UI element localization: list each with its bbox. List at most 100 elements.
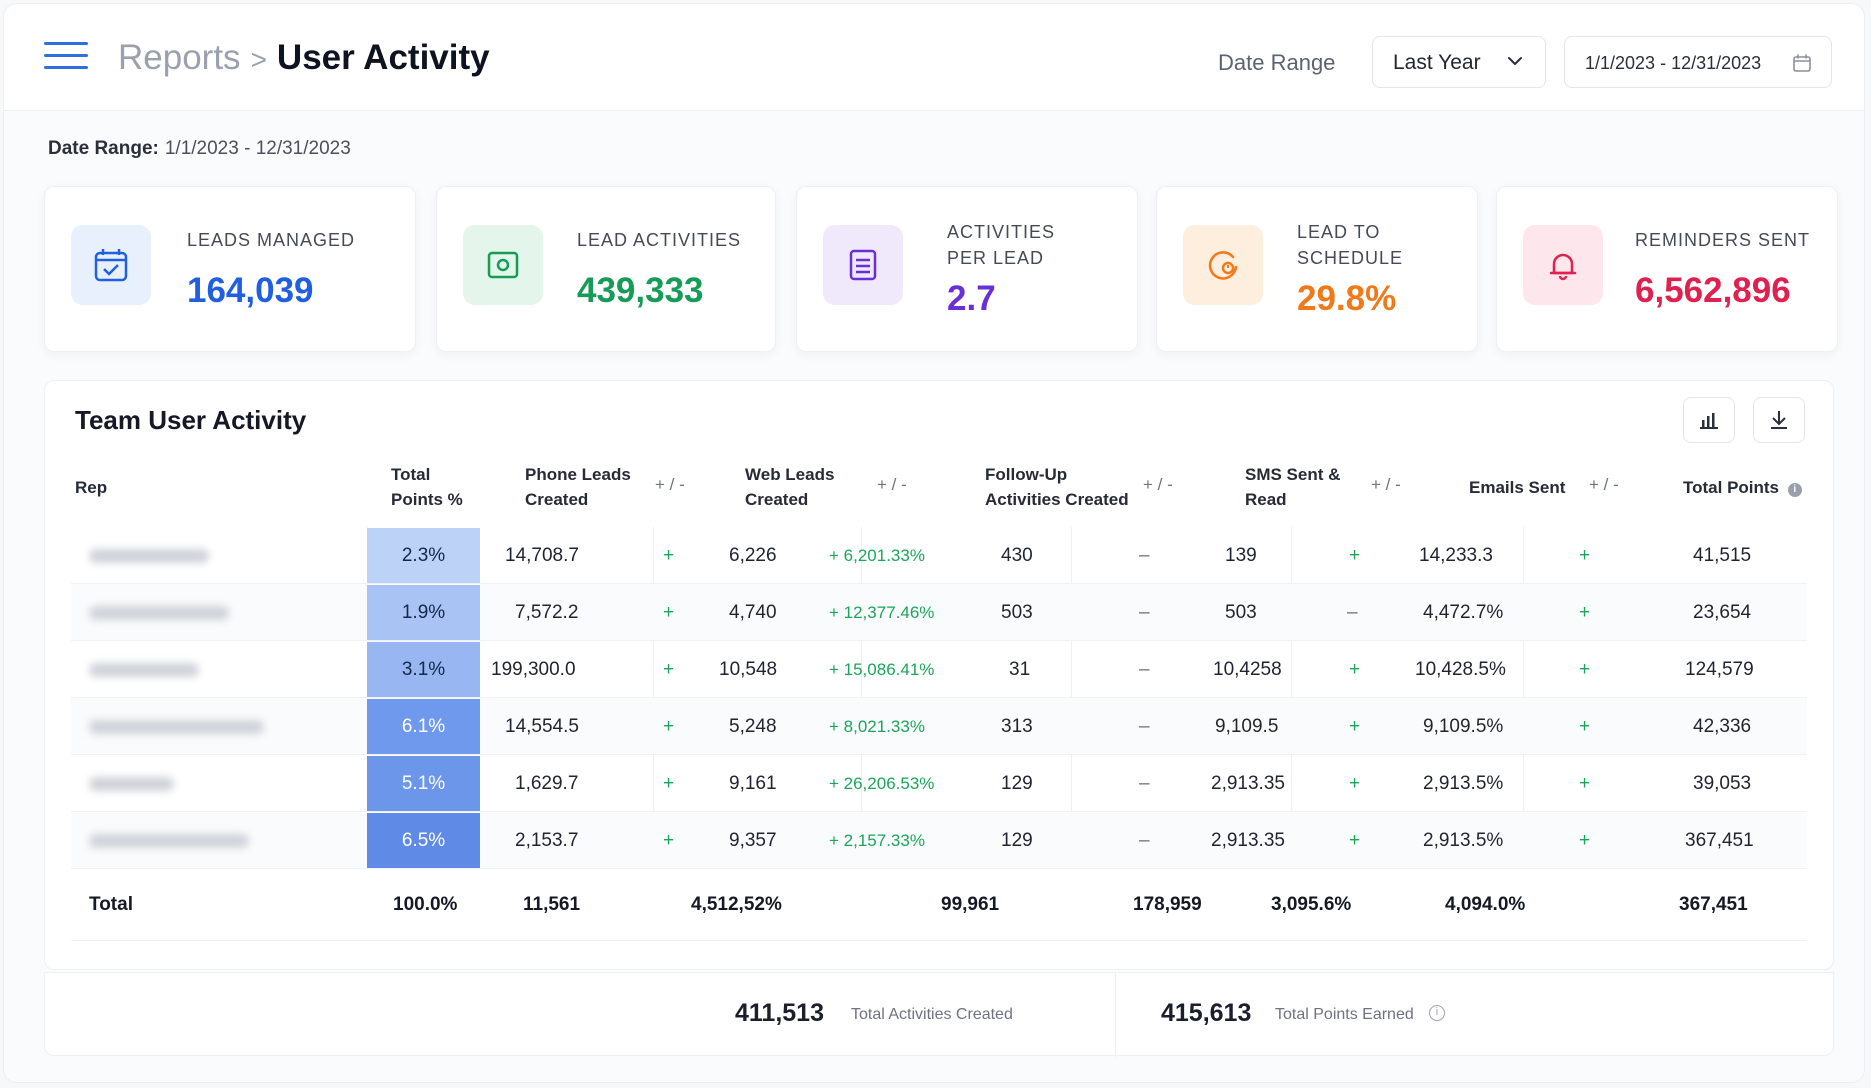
col-header-follow-up[interactable]: Follow-Up Activities Created xyxy=(985,465,1129,509)
followup-cell: 129 xyxy=(1001,773,1033,794)
web-leads-cell: 9,161 xyxy=(729,773,777,794)
stat-card-activities-per-lead: ACTIVITIES PER LEAD 2.7 xyxy=(796,186,1138,352)
sms-change-cell: + xyxy=(1349,659,1361,680)
total-points-earned-label: Total Points Earned xyxy=(1275,1006,1414,1023)
col-header-total-points[interactable]: Total Points i xyxy=(1683,475,1802,500)
date-range-summary: Date Range: 1/1/2023 - 12/31/2023 xyxy=(48,138,351,160)
total-points-pct-cell: 3.1% xyxy=(367,642,480,697)
stat-card-lead-activities: LEAD ACTIVITIES 439,333 xyxy=(436,186,776,352)
followup-change-cell: – xyxy=(1139,830,1150,851)
document-icon xyxy=(823,225,903,305)
emails-cell: 2,913.5% xyxy=(1423,773,1504,794)
top-header: Reports > User Activity Date Range Last Ye… xyxy=(4,4,1864,111)
total-activities-label: Total Activities Created xyxy=(851,1006,1013,1023)
table-row[interactable]: 1.9% 7,572.2 + 4,740 + 12,377.46% 503 – … xyxy=(71,584,1807,641)
total-points-pct-cell: 5.1% xyxy=(367,756,480,811)
emails-change-cell: + xyxy=(1579,830,1591,851)
date-range-summary-label: Date Range: xyxy=(48,138,159,159)
emails-change-cell: + xyxy=(1579,545,1591,566)
web-leads-cell: 6,226 xyxy=(729,545,777,566)
total-points-cell: 367,451 xyxy=(1685,830,1754,851)
col-header-sms[interactable]: SMS Sent & Read xyxy=(1245,465,1341,509)
rep-name-redacted xyxy=(89,663,199,677)
web-change-cell: + 2,157.33% xyxy=(829,831,925,850)
web-leads-cell: 10,548 xyxy=(719,659,778,680)
phone-change-cell: + xyxy=(663,830,675,851)
total-sms: 178,959 xyxy=(1133,894,1202,915)
col-header-emails[interactable]: Emails Sent xyxy=(1469,478,1566,497)
app-frame: Reports > User Activity Date Range Last Ye… xyxy=(3,3,1865,1083)
stat-label: LEAD TO SCHEDULE xyxy=(1297,222,1404,268)
stat-value: 164,039 xyxy=(187,271,314,310)
emails-cell: 2,913.5% xyxy=(1423,830,1504,851)
emails-change-cell: + xyxy=(1579,716,1591,737)
emails-cell: 10,428.5% xyxy=(1415,659,1506,680)
web-leads-cell: 4,740 xyxy=(729,602,777,623)
page-title: User Activity xyxy=(276,38,490,77)
stat-value: 2.7 xyxy=(947,279,996,318)
total-activities-value: 411,513 xyxy=(735,999,824,1027)
col-header-total-points-pct[interactable]: Total Points % xyxy=(391,465,463,509)
bell-icon xyxy=(1523,225,1603,305)
phone-leads-cell: 199,300.0 xyxy=(491,659,576,680)
download-button[interactable] xyxy=(1753,397,1805,443)
total-pct: 100.0% xyxy=(393,894,458,915)
table-row[interactable]: 2.3% 14,708.7 + 6,226 + 6,201.33% 430 – … xyxy=(71,527,1807,584)
sms-cell: 2,913.35 xyxy=(1211,773,1285,794)
info-icon[interactable]: i xyxy=(1787,483,1802,497)
activity-table: 2.3% 14,708.7 + 6,226 + 6,201.33% 430 – … xyxy=(71,527,1807,941)
stat-value: 29.8% xyxy=(1297,279,1397,318)
phone-change-cell: + xyxy=(663,602,675,623)
breadcrumb-reports[interactable]: Reports xyxy=(118,38,241,77)
col-header-rep[interactable]: Rep xyxy=(75,478,108,497)
col-header-web-leads[interactable]: Web Leads Created xyxy=(745,465,835,509)
hamburger-menu-icon[interactable] xyxy=(44,42,88,76)
web-change-cell: + 26,206.53% xyxy=(829,774,935,793)
stat-label: ACTIVITIES PER LEAD xyxy=(947,222,1056,268)
chart-view-button[interactable] xyxy=(1683,397,1735,443)
stat-card-leads-managed: LEADS MANAGED 164,039 xyxy=(44,186,416,352)
emails-change-cell: + xyxy=(1579,602,1591,623)
emails-change-cell: + xyxy=(1579,773,1591,794)
total-points-pct-cell: 6.1% xyxy=(367,699,480,754)
table-row[interactable]: 6.5% 2,153.7 + 9,357 + 2,157.33% 129 – 2… xyxy=(71,812,1807,869)
rep-name-redacted xyxy=(89,606,229,620)
phone-leads-cell: 2,153.7 xyxy=(515,830,579,851)
phone-change-cell: + xyxy=(663,545,675,566)
table-row[interactable]: 5.1% 1,629.7 + 9,161 + 26,206.53% 129 – … xyxy=(71,755,1807,812)
followup-cell: 129 xyxy=(1001,830,1033,851)
date-range-select-value: Last Year xyxy=(1393,51,1481,74)
table-row[interactable]: 3.1% 199,300.0 + 10,548 + 15,086.41% 31 … xyxy=(71,641,1807,698)
table-row[interactable]: 6.1% 14,554.5 + 5,248 + 8,021.33% 313 – … xyxy=(71,698,1807,755)
emails-cell: 14,233.3 xyxy=(1419,545,1493,566)
web-leads-cell: 5,248 xyxy=(729,716,777,737)
panel-title: Team User Activity xyxy=(75,405,307,435)
total-points-cell: 42,336 xyxy=(1693,716,1752,737)
total-points-pct-cell: 1.9% xyxy=(367,585,480,640)
total-web: 4,512,52% xyxy=(691,894,782,915)
rep-name-redacted xyxy=(89,834,249,848)
stat-card-lead-to-schedule: LEAD TO SCHEDULE 29.8% xyxy=(1156,186,1478,352)
date-range-label: Date Range xyxy=(1218,50,1336,75)
col-header-phone-leads[interactable]: Phone Leads Created xyxy=(525,465,631,509)
followup-change-cell: – xyxy=(1139,659,1150,680)
date-range-picker[interactable]: 1/1/2023 - 12/31/2023 xyxy=(1564,36,1832,88)
summary-footer: 411,513 Total Activities Created 415,613… xyxy=(44,972,1834,1057)
stat-label: REMINDERS SENT xyxy=(1635,230,1811,250)
info-icon[interactable]: i xyxy=(1429,1005,1445,1021)
followup-cell: 503 xyxy=(1001,602,1033,623)
web-change-cell: + 8,021.33% xyxy=(829,717,925,736)
followup-cell: 430 xyxy=(1001,545,1033,566)
total-points-cell: 39,053 xyxy=(1693,773,1752,794)
web-change-cell: + 12,377.46% xyxy=(829,603,935,622)
followup-cell: 31 xyxy=(1009,659,1031,680)
phone-leads-cell: 1,629.7 xyxy=(515,773,579,794)
total-emails: 4,094.0% xyxy=(1445,894,1526,915)
phone-change-cell: + xyxy=(663,773,675,794)
followup-change-cell: – xyxy=(1139,716,1150,737)
date-range-select[interactable]: Last Year xyxy=(1372,36,1546,88)
total-sms-pct: 3,095.6% xyxy=(1271,894,1352,915)
web-leads-cell: 9,357 xyxy=(729,830,777,851)
phone-change-cell: + xyxy=(663,659,675,680)
web-change-cell: + 6,201.33% xyxy=(829,546,925,565)
